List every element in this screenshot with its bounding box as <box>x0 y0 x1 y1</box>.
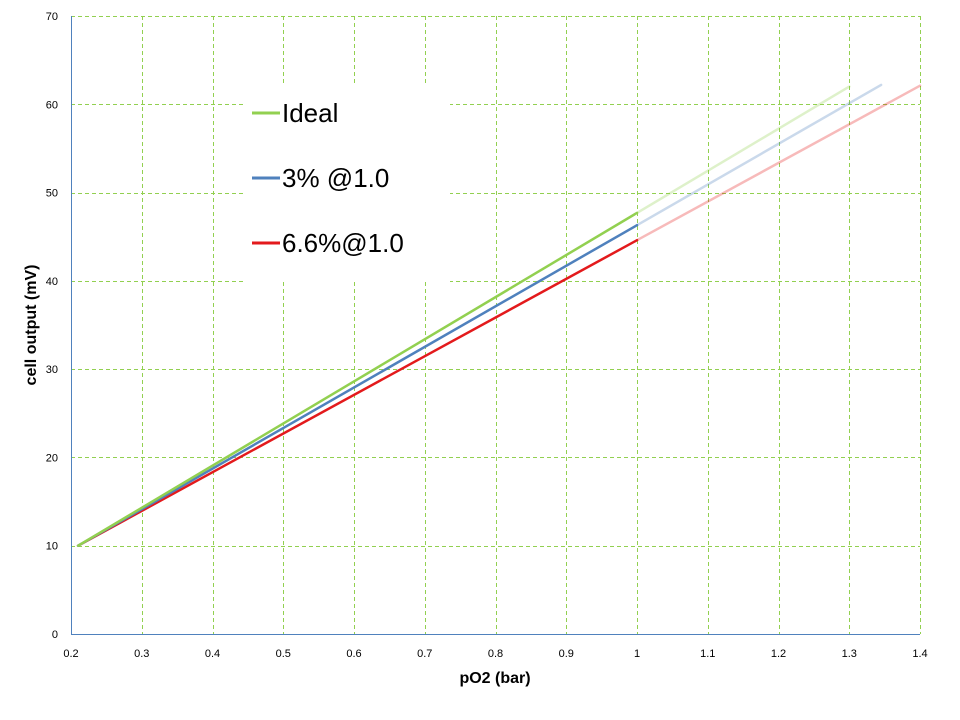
x-tick-label: 1 <box>634 648 640 660</box>
grid-layer <box>71 16 921 634</box>
series-2-extrapolated-line <box>635 83 883 227</box>
x-tick-label: 0.4 <box>205 648 220 660</box>
series-1-extrapolated-line <box>635 85 851 215</box>
y-tick-label: 70 <box>46 11 58 23</box>
x-axis-title: pO2 (bar) <box>459 670 530 687</box>
series-1-line <box>76 211 639 547</box>
tick-labels: 0.2 0.3 0.4 0.5 0.6 0.7 0.8 0.9 1 1.1 1.2 1.3 1.4 0 10… <box>46 11 928 660</box>
x-tick-label: 0.9 <box>559 648 574 660</box>
x-tick-label: 0.3 <box>134 648 149 660</box>
series-layer <box>76 83 922 547</box>
y-axis-title: cell output (mV) <box>23 265 40 386</box>
x-tick-label: 0.2 <box>63 648 78 660</box>
axes-layer <box>71 16 920 635</box>
series-3-line <box>76 238 639 547</box>
legend-label: 6.6%@1.0 <box>282 228 404 258</box>
series-3-extrapolated-line <box>635 84 922 242</box>
x-tick-label: 0.5 <box>276 648 291 660</box>
x-tick-label: 1.2 <box>771 648 786 660</box>
x-tick-label: 1.1 <box>700 648 715 660</box>
x-tick-label: 1.3 <box>842 648 857 660</box>
legend-box <box>246 86 450 282</box>
legend-label: 3% @1.0 <box>282 163 389 193</box>
x-tick-label: 0.8 <box>488 648 503 660</box>
legend-label: Ideal <box>282 98 338 128</box>
x-tick-label: 0.6 <box>346 648 361 660</box>
y-tick-label: 30 <box>46 364 58 376</box>
y-tick-label: 0 <box>52 629 58 641</box>
y-tick-label: 50 <box>46 188 58 200</box>
y-tick-label: 60 <box>46 99 58 111</box>
y-tick-label: 40 <box>46 276 58 288</box>
legend: Ideal 3% @1.0 6.6%@1.0 <box>246 86 450 282</box>
y-tick-label: 10 <box>46 541 58 553</box>
x-tick-label: 1.4 <box>912 648 927 660</box>
series-2-line <box>76 223 639 547</box>
x-tick-label: 0.7 <box>417 648 432 660</box>
y-tick-label: 20 <box>46 452 58 464</box>
